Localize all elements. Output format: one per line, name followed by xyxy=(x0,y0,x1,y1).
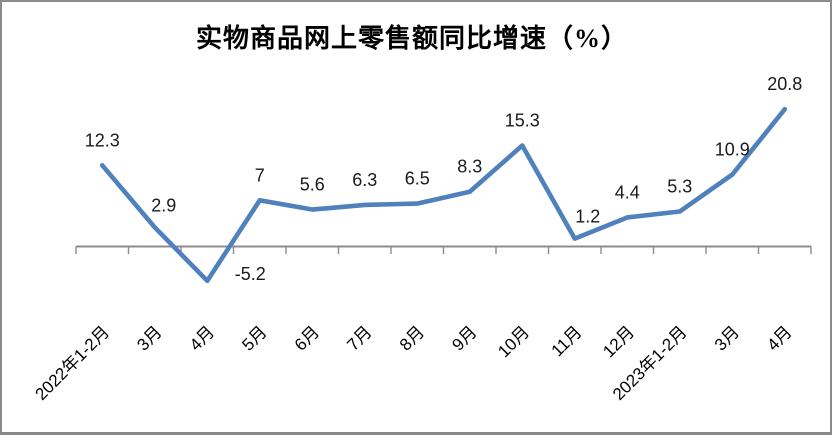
x-axis-category-label: 2022年1-2月 xyxy=(31,322,113,404)
data-label: 5.6 xyxy=(300,175,325,195)
x-axis-category-label: 8月 xyxy=(396,322,428,354)
data-label: 12.3 xyxy=(85,130,120,150)
data-label: -5.2 xyxy=(235,264,266,284)
x-axis-category-label: 10月 xyxy=(494,322,533,361)
data-label: 8.3 xyxy=(457,157,482,177)
data-label: 15.3 xyxy=(505,111,540,131)
x-axis-category-label: 6月 xyxy=(291,322,323,354)
series-line xyxy=(99,106,788,284)
x-axis-category-label: 3月 xyxy=(711,322,743,354)
x-axis-category-label: 7月 xyxy=(343,322,375,354)
x-axis-category-label: 9月 xyxy=(448,322,480,354)
x-axis-category-label: 3月 xyxy=(133,322,165,354)
x-axis-category-label: 5月 xyxy=(238,322,270,354)
data-label: 6.3 xyxy=(352,170,377,190)
x-axis-category-label: 4月 xyxy=(186,322,218,354)
data-label: 7 xyxy=(255,165,265,185)
data-label: 20.8 xyxy=(767,74,802,94)
data-label: 2.9 xyxy=(151,195,176,215)
x-axis-category-label: 11月 xyxy=(548,322,586,360)
data-label: 1.2 xyxy=(575,207,600,227)
data-label: 5.3 xyxy=(667,177,692,197)
x-axis-category-label: 4月 xyxy=(763,322,795,354)
data-label: 6.5 xyxy=(405,169,430,189)
data-label: 4.4 xyxy=(615,182,640,202)
x-axis-category-label: 12月 xyxy=(599,322,638,361)
chart-title: 实物商品网上零售额同比增速（%） xyxy=(195,24,628,53)
data-label: 10.9 xyxy=(715,140,750,160)
